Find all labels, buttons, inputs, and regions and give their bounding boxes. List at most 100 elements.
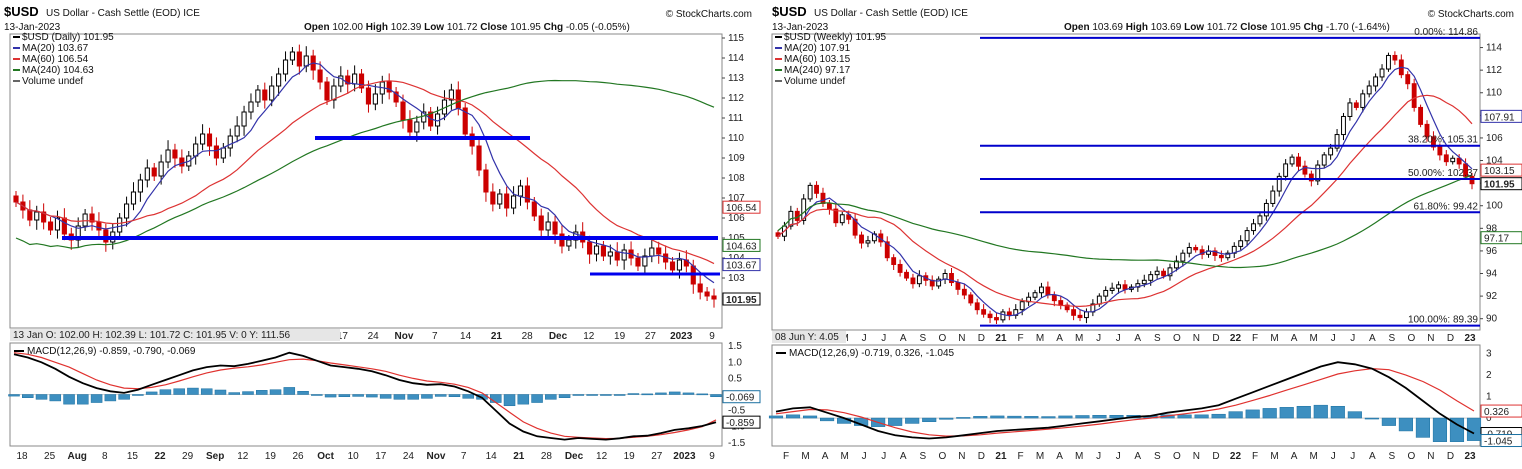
macd-histogram-bar (269, 389, 282, 395)
macd-y-tick: 3 (1486, 349, 1492, 360)
x-tick-label: F (1017, 333, 1023, 344)
bottom-x-tick-label: 24 (403, 451, 415, 462)
x-tick-label: 14 (460, 331, 472, 342)
bottom-x-tick-label: N (958, 451, 965, 462)
macd-histogram-bar (104, 394, 117, 402)
bottom-x-tick-label: 7 (461, 451, 467, 462)
macd-histogram-bar (434, 394, 447, 397)
x-tick-label: N (958, 333, 965, 344)
candle-body (338, 75, 344, 87)
candle-body (47, 221, 54, 231)
macd-histogram-bar (1347, 411, 1362, 419)
candle-body (117, 217, 123, 233)
candle-body (635, 257, 641, 267)
bottom-x-tick-label: D (978, 451, 985, 462)
macd-value-tag-box (722, 415, 761, 429)
candle-body (358, 73, 365, 89)
candle-body (1289, 156, 1295, 165)
candle-body (814, 184, 819, 194)
macd-label: MACD(12,26,9) -0.859, -0.790, -0.069 (27, 346, 196, 357)
bottom-x-tick-label: S (919, 451, 926, 462)
y-tick-label: 96 (1486, 246, 1498, 257)
bottom-x-tick-label: A (1291, 451, 1298, 462)
macd-histogram-bar (820, 417, 835, 422)
candle-body (884, 241, 890, 259)
candle-body (955, 282, 961, 290)
x-tick-label: 27 (645, 331, 657, 342)
fib-label: 61.80%: 99.42 (1414, 201, 1479, 212)
candle-body (987, 313, 993, 319)
candle-body (593, 245, 600, 255)
bottom-x-tick-label: J (1116, 451, 1121, 462)
candle-body (13, 195, 19, 203)
candle-body (54, 217, 61, 231)
x-tick-label: 7 (432, 331, 438, 342)
bottom-x-tick-label: 18 (16, 451, 28, 462)
macd-line (13, 351, 717, 441)
candle-body (916, 275, 922, 285)
candle-body (1283, 163, 1289, 177)
bottom-x-tick-label: Dec (565, 451, 584, 462)
candle-body (587, 241, 593, 255)
candle-body (1334, 134, 1340, 149)
macd-value-tag: 0.326 (1484, 407, 1509, 418)
macd-plot-frame (771, 344, 1481, 447)
macd-value-tag: -0.859 (726, 418, 755, 429)
x-tick-label: 17 (337, 331, 349, 342)
candle-body (241, 111, 247, 127)
value-tag-box (1480, 163, 1522, 177)
macd-value-tag-box (1480, 434, 1522, 448)
value-tag-box (722, 200, 761, 214)
value-tag: 103.67 (726, 261, 757, 272)
x-tick-label: D (1447, 333, 1454, 344)
bottom-x-tick-label: 21 (513, 451, 525, 462)
candle-body (1257, 215, 1263, 225)
bottom-x-tick-label: S (1388, 451, 1395, 462)
candle-body (455, 89, 461, 109)
x-tick-label: 19 (614, 331, 626, 342)
candle-body (1308, 173, 1314, 182)
candle-body (1154, 270, 1160, 276)
candle-body (89, 213, 95, 223)
macd-y-tick: -1.5 (728, 438, 746, 449)
macd-histogram-bar (990, 415, 1005, 419)
y-tick-label: 106 (1486, 133, 1503, 144)
symbol-title: $USD (4, 4, 39, 19)
candle-body (1180, 252, 1186, 262)
candle-body (852, 218, 858, 236)
candle-body (1251, 223, 1256, 232)
macd-histogram-bar (63, 394, 75, 405)
bottom-x-tick-label: 26 (292, 451, 304, 462)
candle-body (600, 245, 606, 257)
ohlc-readout: Open 102.00 High 102.39 Low 101.72 Close… (304, 22, 630, 33)
macd-histogram-bar (710, 394, 722, 398)
macd-histogram-bar (503, 394, 516, 407)
candle-body (1238, 240, 1244, 247)
macd-histogram-bar (973, 416, 988, 419)
bottom-x-tick-label: 17 (375, 451, 387, 462)
candle-body (1373, 76, 1379, 87)
candle-body (1084, 311, 1089, 319)
bottom-x-tick-label: M (1270, 451, 1278, 462)
macd-histogram-bar (531, 394, 543, 403)
bottom-x-tick-label: 14 (486, 451, 498, 462)
legend-entry: MA(60) 103.15 (784, 54, 851, 65)
candle-body (1058, 300, 1064, 306)
macd-histogram-bar (1330, 405, 1345, 419)
candle-body (324, 81, 330, 101)
x-tick-label: M (1075, 333, 1083, 344)
candle-body (352, 73, 358, 85)
instrument-name: US Dollar - Cash Settle (EOD) ICE (814, 8, 968, 19)
candle-body (994, 317, 999, 321)
candle-body (462, 107, 468, 135)
y-tick-label: 106 (728, 213, 745, 224)
candle-body (483, 169, 489, 193)
bottom-x-tick-label: 23 (1464, 451, 1476, 462)
bottom-x-tick-label: 28 (541, 451, 553, 462)
status-bar-bg (10, 329, 340, 341)
candle-body (538, 215, 544, 231)
candle-body (1463, 163, 1469, 177)
legend-entry: MA(20) 107.91 (784, 43, 851, 54)
macd-histogram-bar (600, 394, 612, 396)
candle-body (607, 251, 613, 257)
